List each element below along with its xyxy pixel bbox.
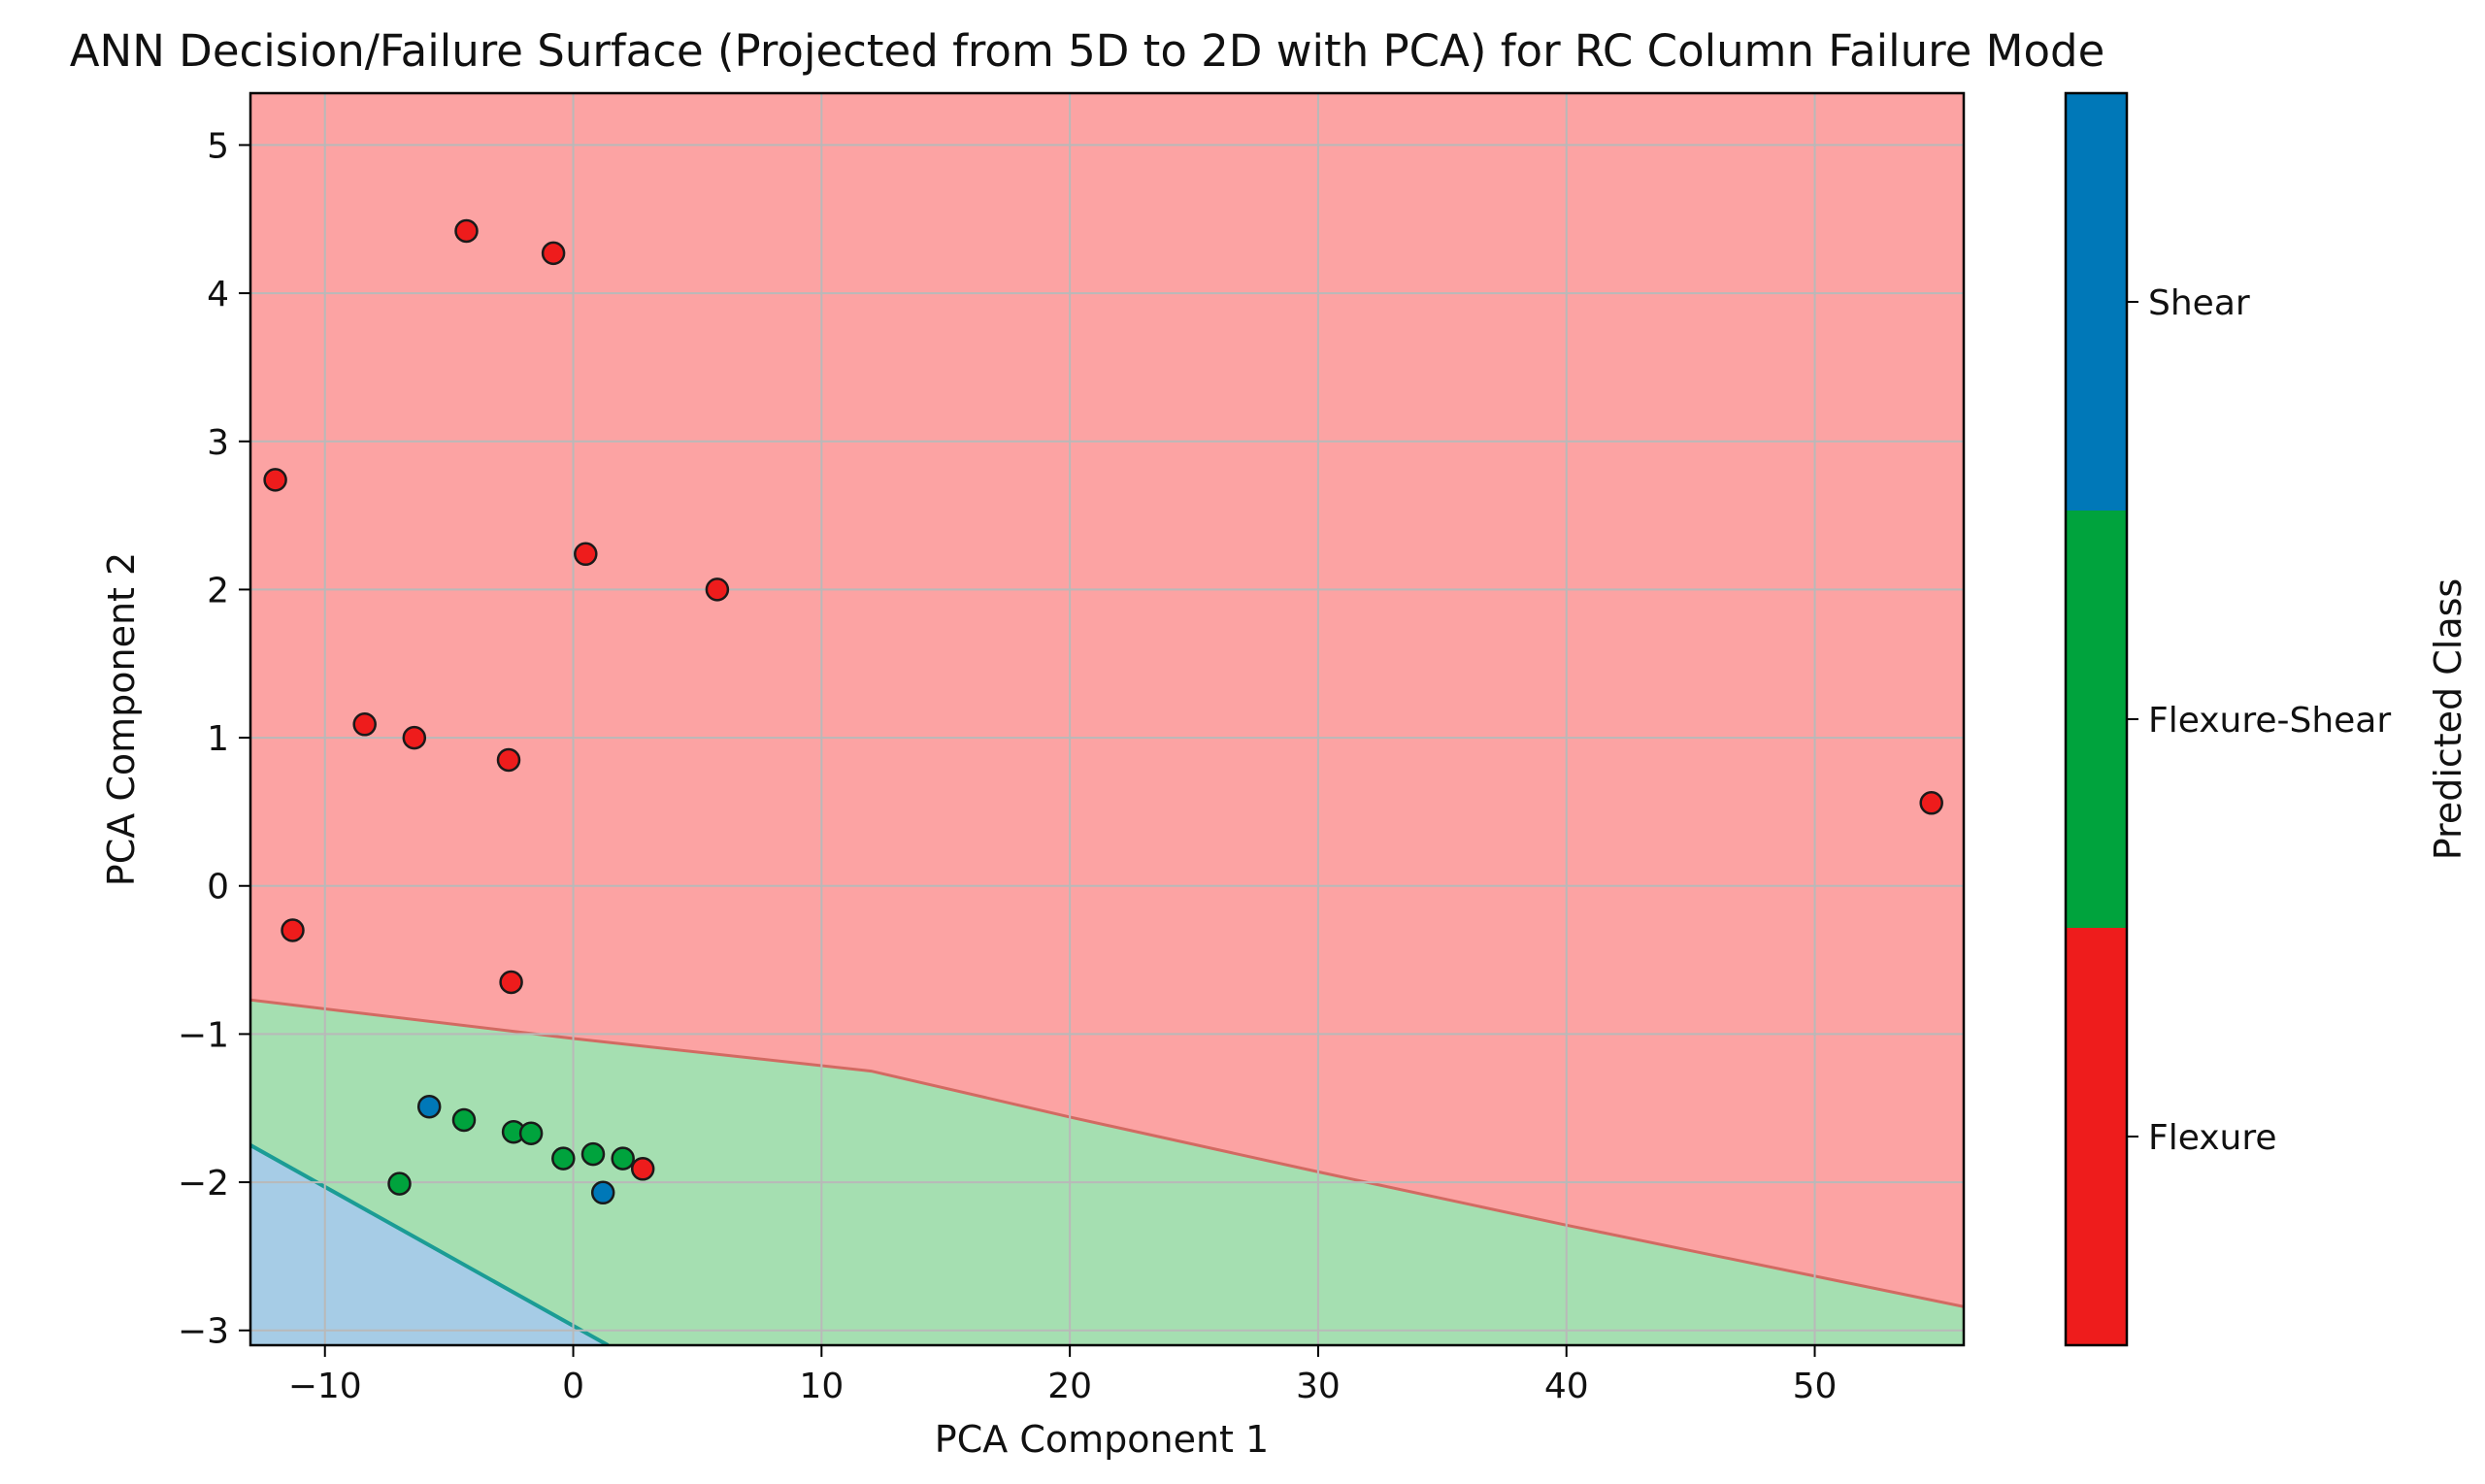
y-tick-label: 3 <box>207 423 229 463</box>
data-point-flexure <box>263 468 287 492</box>
colorbar-segment <box>2066 511 2127 928</box>
data-point-flexure <box>541 241 566 266</box>
data-point-flexure <box>402 725 427 750</box>
colorbar-tick-label: Shear <box>2148 283 2250 323</box>
chart-title: ANN Decision/Failure Surface (Projected … <box>70 25 2105 77</box>
x-tick-label: 10 <box>799 1367 844 1406</box>
plot-area <box>250 93 1964 1345</box>
data-point-flexure <box>705 577 730 602</box>
data-point-flexure <box>630 1157 655 1181</box>
data-point-flexure <box>499 970 523 995</box>
y-axis-ticks: −3 −2 −1 0 1 2 3 4 5 <box>178 126 250 1352</box>
region-flexure <box>250 93 1964 1307</box>
boundary-flexure-shear-shear <box>250 1143 610 1345</box>
colorbar: Flexure Flexure-Shear Shear <box>2064 91 2391 1347</box>
data-point-flexure-shear <box>580 1141 606 1167</box>
data-point-flexure <box>496 747 521 773</box>
data-point-shear <box>416 1094 442 1119</box>
x-tick-label: 20 <box>1047 1367 1092 1406</box>
y-tick-label: −1 <box>178 1015 229 1055</box>
x-tick-label: 30 <box>1296 1367 1341 1406</box>
plot-frame <box>248 91 1966 1347</box>
data-point-flexure-shear <box>451 1107 477 1133</box>
data-point-flexure <box>281 918 305 942</box>
y-tick-label: 2 <box>207 571 229 610</box>
colorbar-tick-label: Flexure-Shear <box>2148 701 2391 741</box>
y-tick-label: 1 <box>207 719 229 759</box>
y-tick-label: 5 <box>207 126 229 166</box>
colorbar-frame <box>2064 91 2129 1347</box>
colorbar-segment <box>2066 93 2127 511</box>
y-tick-label: −3 <box>178 1312 229 1352</box>
colorbar-segment <box>2066 928 2127 1345</box>
y-axis-label: PCA Component 2 <box>100 552 143 886</box>
x-tick-label: 40 <box>1544 1367 1589 1406</box>
grid-lines <box>250 93 1964 1345</box>
colorbar-label: Predicted Class <box>2427 578 2469 860</box>
y-tick-label: −2 <box>178 1164 229 1204</box>
data-point-flexure <box>1919 791 1943 815</box>
data-point-shear <box>590 1180 615 1205</box>
x-tick-label: 50 <box>1793 1367 1838 1406</box>
y-tick-label: 4 <box>207 275 229 314</box>
data-point-flexure <box>352 712 377 737</box>
x-tick-label: 0 <box>562 1367 584 1406</box>
data-point-flexure-shear <box>518 1121 544 1145</box>
data-point-flexure-shear <box>387 1171 412 1196</box>
region-flexure-shear <box>250 1000 1964 1345</box>
x-axis-ticks: −10 0 10 20 30 40 50 <box>288 1345 1838 1406</box>
data-point-flexure <box>454 218 479 244</box>
data-point-flexure-shear <box>611 1146 635 1171</box>
y-tick-label: 0 <box>207 868 229 907</box>
data-point-flexure-shear <box>551 1146 576 1171</box>
data-points <box>263 218 1943 1205</box>
colorbar-tick-label: Flexure <box>2148 1118 2277 1158</box>
data-point-flexure <box>574 542 598 567</box>
x-tick-label: −10 <box>288 1367 362 1406</box>
x-axis-label: PCA Component 1 <box>935 1418 1269 1461</box>
